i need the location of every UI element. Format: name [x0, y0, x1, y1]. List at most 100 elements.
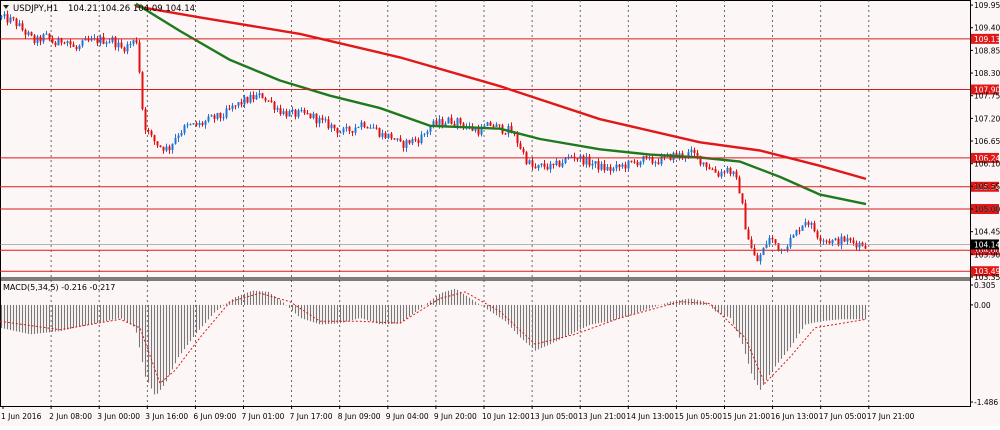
- candle-body: [687, 152, 690, 158]
- grid: [0, 0, 971, 407]
- level-badge: [971, 204, 999, 215]
- candle-body: [9, 17, 12, 23]
- x-tick-label: 16 Jun 13:00: [771, 412, 819, 421]
- candle-body: [813, 223, 816, 232]
- x-tick-label: 8 Jun 09:00: [338, 412, 381, 421]
- candle-body: [801, 225, 804, 231]
- candle-body: [834, 238, 837, 241]
- candle-body: [378, 128, 381, 137]
- candle-body: [291, 109, 294, 112]
- candle-body: [27, 32, 30, 35]
- candle-body: [483, 126, 486, 128]
- x-tick-label: 13 Jun 21:00: [578, 412, 626, 421]
- candle-body: [513, 133, 516, 135]
- level-label: 109.13: [974, 35, 1000, 44]
- candle-body: [264, 98, 267, 101]
- candle-body: [402, 141, 405, 148]
- x-tick-label: 15 Jun 05:00: [674, 412, 722, 421]
- candle-body: [162, 146, 165, 151]
- x-tick-label: 9 Jun 04:00: [386, 412, 429, 421]
- candle-body: [237, 102, 240, 106]
- candle-body: [354, 127, 357, 133]
- candle-body: [285, 111, 288, 117]
- candle-body: [663, 156, 666, 158]
- candle-body: [51, 38, 54, 43]
- candle-body: [753, 248, 756, 256]
- candle-body: [549, 163, 552, 170]
- candle-body: [732, 171, 735, 174]
- level-label: 107.90: [974, 86, 1000, 95]
- candle-body: [636, 162, 639, 166]
- horizontal-levels[interactable]: 109.13107.90106.24105.54105.00104.00103.…: [0, 33, 1000, 277]
- candle-body: [576, 158, 579, 160]
- candle-body: [615, 164, 618, 169]
- candle-body: [579, 155, 582, 160]
- macd-signal-line: [0, 291, 867, 385]
- candle-body: [228, 108, 231, 110]
- macd-title: MACD(5,34,5) -0.216 -0.217: [3, 283, 115, 292]
- candle-body: [444, 123, 447, 126]
- candle-body: [270, 100, 273, 102]
- candle-body: [768, 237, 771, 245]
- candle-body: [411, 139, 414, 144]
- candle-body: [66, 41, 69, 44]
- x-tick-label: 15 Jun 21:00: [723, 412, 771, 421]
- candle-body: [390, 133, 393, 139]
- candle-body: [690, 149, 693, 153]
- candle-body: [63, 42, 66, 44]
- candle-body: [168, 146, 171, 151]
- candle-body: [450, 117, 453, 124]
- candle-body: [720, 171, 723, 177]
- candle-body: [546, 166, 549, 170]
- symbol-label: USDJPY,H1: [13, 4, 58, 14]
- candle-body: [474, 128, 477, 131]
- candle-body: [15, 18, 18, 27]
- candle-body: [654, 162, 657, 164]
- y-tick-label: 105.00: [974, 205, 1000, 214]
- triangle-down-icon[interactable]: [3, 5, 9, 9]
- candle-body: [423, 133, 426, 135]
- x-tick-label: 14 Jun 13:00: [626, 412, 674, 421]
- candle-body: [717, 172, 720, 177]
- candle-body: [210, 115, 213, 117]
- candle-body: [18, 23, 21, 27]
- candle-body: [87, 38, 90, 41]
- candle-body: [330, 124, 333, 129]
- candle-body: [243, 96, 246, 105]
- candle-body: [405, 140, 408, 148]
- x-tick-label: 3 Jun 00:00: [97, 412, 140, 421]
- y-tick-label: 108.85: [974, 46, 1000, 55]
- candle-body: [132, 40, 135, 44]
- candle-body: [798, 230, 801, 232]
- candle-body: [393, 138, 396, 140]
- candle-body: [21, 23, 24, 31]
- candle-body: [138, 42, 141, 73]
- candle-body: [351, 130, 354, 133]
- candle-body: [708, 167, 711, 170]
- candle-body: [771, 237, 774, 240]
- candle-body: [153, 135, 156, 142]
- candle-body: [456, 118, 459, 126]
- candle-body: [621, 164, 624, 167]
- candle-body: [75, 46, 78, 50]
- macd-y-tick-label: 0.305: [974, 281, 996, 290]
- time-axis: 1 Jun 2016 2 Jun 08:00 3 Jun 00:00 3 Jun 16…: [1, 406, 915, 421]
- candle-body: [216, 113, 219, 119]
- candle-body: [174, 137, 177, 144]
- candle-body: [561, 162, 564, 167]
- candle-body: [582, 155, 585, 165]
- candle-body: [510, 125, 513, 134]
- candle-body: [171, 143, 174, 151]
- candle-body: [795, 230, 798, 236]
- candle-body: [309, 113, 312, 119]
- candle-body: [534, 166, 537, 169]
- candle-body: [606, 166, 609, 171]
- candle-body: [765, 244, 768, 248]
- candle-body: [372, 127, 375, 129]
- x-tick-label: 7 Jun 17:00: [290, 412, 333, 421]
- price-axis: 109.95 109.40 108.85 108.30 107.75 107.20 106.…: [970, 1, 1000, 407]
- candle-body: [90, 38, 93, 41]
- candle-body: [387, 133, 390, 139]
- candle-body: [462, 123, 465, 128]
